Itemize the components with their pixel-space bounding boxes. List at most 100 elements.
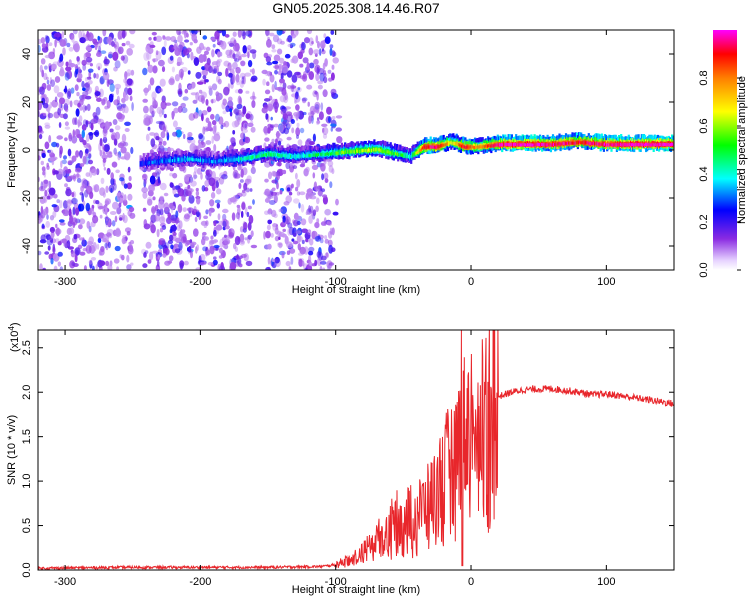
signal-cell: [214, 160, 217, 164]
noise-speck: [92, 242, 97, 252]
noise-speck: [290, 85, 297, 89]
noise-speck: [169, 255, 174, 262]
noise-speck: [171, 110, 175, 120]
y-tick-label: 2.5: [21, 340, 33, 355]
noise-speck: [239, 97, 242, 106]
noise-speck: [85, 120, 89, 128]
noise-speck: [280, 206, 288, 215]
noise-speck: [276, 181, 279, 190]
noise-speck: [183, 260, 189, 266]
noise-speck: [109, 211, 117, 215]
signal-cell: [254, 155, 257, 159]
noise-speck: [169, 55, 174, 61]
noise-speck: [271, 49, 277, 53]
noise-speck: [72, 139, 76, 144]
noise-speck: [250, 75, 258, 82]
noise-speck: [292, 232, 297, 237]
colorbar: 0.0 0.2 0.4 0.6 0.8 Normalized spectral ampl…: [698, 30, 748, 278]
noise-speck: [72, 117, 76, 125]
noise-speck: [79, 98, 85, 102]
noise-speck: [195, 71, 202, 79]
noise-speck: [96, 97, 102, 102]
noise-speck: [249, 95, 257, 100]
noise-speck: [184, 88, 189, 94]
noise-speck: [99, 149, 103, 157]
noise-speck: [163, 202, 170, 212]
noise-speck: [205, 46, 211, 52]
noise-speck: [122, 141, 129, 147]
noise-speck: [217, 213, 221, 221]
signal-cell: [541, 142, 544, 146]
noise-speck: [318, 68, 325, 75]
noise-speck: [194, 216, 198, 223]
noise-speck: [69, 215, 73, 224]
noise-speck: [267, 256, 271, 265]
noise-speck: [126, 264, 132, 270]
noise-speck: [232, 53, 236, 60]
noise-speck: [174, 216, 180, 224]
noise-speck: [234, 173, 241, 179]
noise-speck: [78, 218, 86, 225]
noise-speck: [208, 177, 216, 187]
colorbar-tick-label: 0.4: [698, 166, 710, 181]
noise-speck: [286, 70, 293, 78]
noise-speck: [195, 91, 200, 101]
noise-speck: [203, 215, 208, 219]
noise-speck: [104, 56, 108, 64]
noise-speck: [192, 99, 198, 104]
noise-speck: [318, 111, 324, 121]
noise-speck: [40, 58, 46, 65]
noise-speck: [173, 107, 179, 114]
noise-speck: [218, 255, 223, 259]
noise-speck: [228, 96, 233, 102]
noise-speck: [321, 123, 328, 128]
noise-speck: [83, 53, 87, 60]
noise-speck: [90, 119, 95, 124]
noise-speck: [275, 138, 278, 145]
noise-speck: [81, 124, 87, 131]
noise-speck: [63, 98, 70, 106]
noise-speck: [41, 152, 46, 159]
x-tick-label: 100: [597, 276, 615, 288]
noise-speck: [266, 61, 273, 66]
noise-speck: [213, 244, 220, 249]
noise-speck: [39, 239, 47, 244]
noise-speck: [156, 228, 160, 238]
noise-speck: [180, 236, 187, 244]
noise-speck: [198, 134, 205, 142]
noise-speck: [234, 171, 238, 178]
noise-speck: [53, 85, 60, 94]
noise-speck: [264, 188, 271, 196]
noise-speck: [205, 99, 209, 106]
noise-speck: [316, 120, 321, 124]
noise-speck: [75, 249, 80, 256]
noise-speck: [142, 207, 147, 212]
noise-speck: [158, 240, 163, 245]
noise-speck: [213, 65, 217, 70]
noise-speck: [272, 60, 279, 65]
noise-speck: [320, 102, 324, 111]
noise-speck: [114, 83, 122, 90]
noise-speck: [94, 85, 99, 93]
noise-speck: [119, 217, 123, 221]
noise-speck: [126, 78, 133, 86]
noise-speck: [216, 58, 223, 63]
noise-speck: [84, 52, 92, 58]
noise-speck: [251, 68, 255, 75]
noise-speck: [63, 242, 69, 247]
noise-speck: [49, 215, 55, 221]
noise-speck: [287, 85, 293, 90]
noise-speck: [282, 82, 287, 90]
noise-speck: [204, 50, 209, 55]
noise-speck: [175, 237, 182, 244]
noise-speck: [316, 185, 323, 190]
noise-speck: [79, 151, 83, 160]
noise-speck: [216, 229, 219, 235]
noise-speck: [204, 62, 211, 71]
noise-speck: [149, 132, 156, 136]
noise-speck: [273, 194, 278, 204]
noise-speck: [71, 34, 75, 43]
signal-cell: [521, 142, 524, 147]
noise-speck: [279, 57, 285, 64]
noise-speck: [97, 66, 101, 71]
